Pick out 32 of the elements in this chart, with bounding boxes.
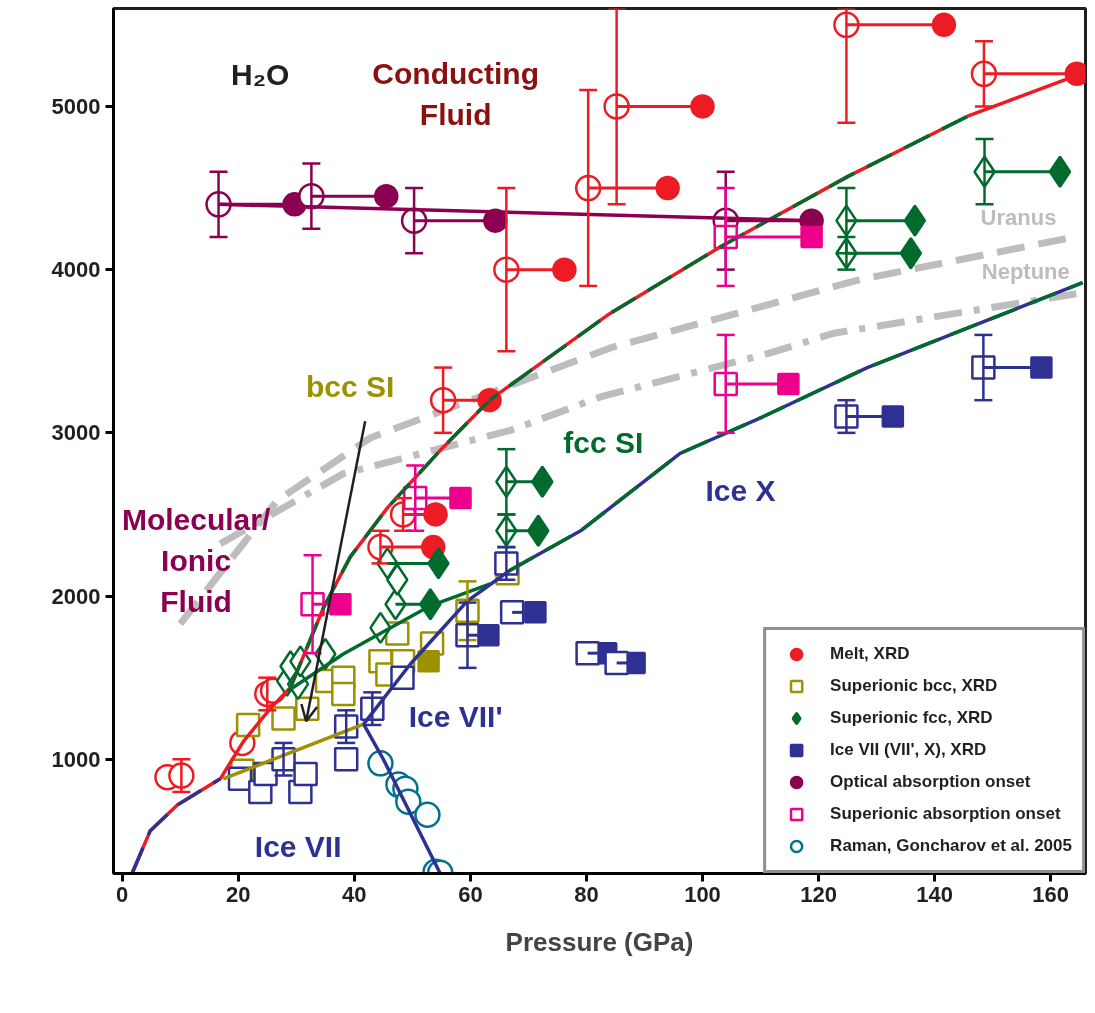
x-tick-label: 80 <box>574 881 599 907</box>
y-tick-label: 1000 <box>51 746 101 772</box>
legend-label: Raman, Goncharov et al. 2005 <box>830 836 1072 856</box>
legend-label: Superionic fcc, XRD <box>830 708 993 728</box>
y-tick-label: 5000 <box>51 93 101 119</box>
legend-label: Superionic absorption onset <box>830 804 1061 824</box>
annotation: Ice X <box>705 473 776 507</box>
x-tick-label: 0 <box>116 881 129 907</box>
y-tick-label: 3000 <box>51 420 101 446</box>
annotation: Molecular/ Ionic Fluid <box>121 502 271 619</box>
legend-label: Melt, XRD <box>830 644 910 664</box>
annotation: fcc SI <box>563 426 644 460</box>
x-tick-label: 100 <box>684 881 721 907</box>
x-tick-label: 20 <box>226 881 251 907</box>
x-tick-label: 60 <box>458 881 483 907</box>
annotation: Ice VII' <box>408 699 503 733</box>
x-tick-label: 120 <box>800 881 837 907</box>
x-tick-label: 40 <box>342 881 367 907</box>
annotation: Conducting Fluid <box>372 57 539 132</box>
legend-label: Ice VII (VII', X), XRD <box>830 740 987 760</box>
x-tick-label: 160 <box>1032 881 1070 907</box>
annotation: Ice VII <box>254 830 342 864</box>
legend-label: Superionic bcc, XRD <box>830 676 998 696</box>
annotation: bcc SI <box>305 369 395 403</box>
y-tick-label: 4000 <box>51 257 101 283</box>
annotation: H₂O <box>231 57 290 91</box>
legend-label: Optical absorption onset <box>830 772 1031 792</box>
y-tick-label: 2000 <box>51 583 101 609</box>
series-label: Uranus <box>980 204 1057 230</box>
x-tick-label: 140 <box>916 881 953 907</box>
series-label: Neptune <box>981 259 1070 285</box>
x-axis-title: Pressure (GPa) <box>505 926 694 957</box>
